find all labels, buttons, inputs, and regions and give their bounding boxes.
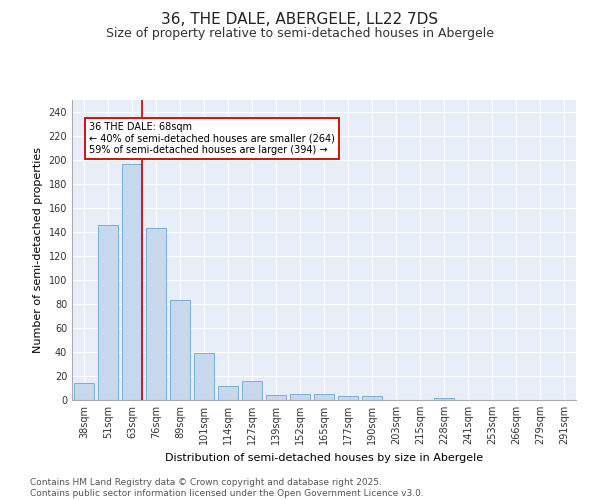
Bar	[170, 300, 190, 400]
Bar	[338, 396, 358, 400]
Y-axis label: Number of semi-detached properties: Number of semi-detached properties	[33, 147, 43, 353]
Text: 36, THE DALE, ABERGELE, LL22 7DS: 36, THE DALE, ABERGELE, LL22 7DS	[161, 12, 439, 28]
Bar	[434, 398, 454, 400]
Bar	[266, 395, 286, 400]
Bar	[314, 394, 334, 400]
Bar	[122, 164, 142, 400]
X-axis label: Distribution of semi-detached houses by size in Abergele: Distribution of semi-detached houses by …	[165, 452, 483, 462]
Bar	[218, 386, 238, 400]
Bar	[98, 225, 118, 400]
Bar	[290, 394, 310, 400]
Bar	[146, 228, 166, 400]
Bar	[74, 383, 94, 400]
Bar	[362, 396, 382, 400]
Bar	[194, 353, 214, 400]
Text: Size of property relative to semi-detached houses in Abergele: Size of property relative to semi-detach…	[106, 28, 494, 40]
Text: Contains HM Land Registry data © Crown copyright and database right 2025.
Contai: Contains HM Land Registry data © Crown c…	[30, 478, 424, 498]
Bar	[242, 381, 262, 400]
Text: 36 THE DALE: 68sqm
← 40% of semi-detached houses are smaller (264)
59% of semi-d: 36 THE DALE: 68sqm ← 40% of semi-detache…	[89, 122, 335, 155]
